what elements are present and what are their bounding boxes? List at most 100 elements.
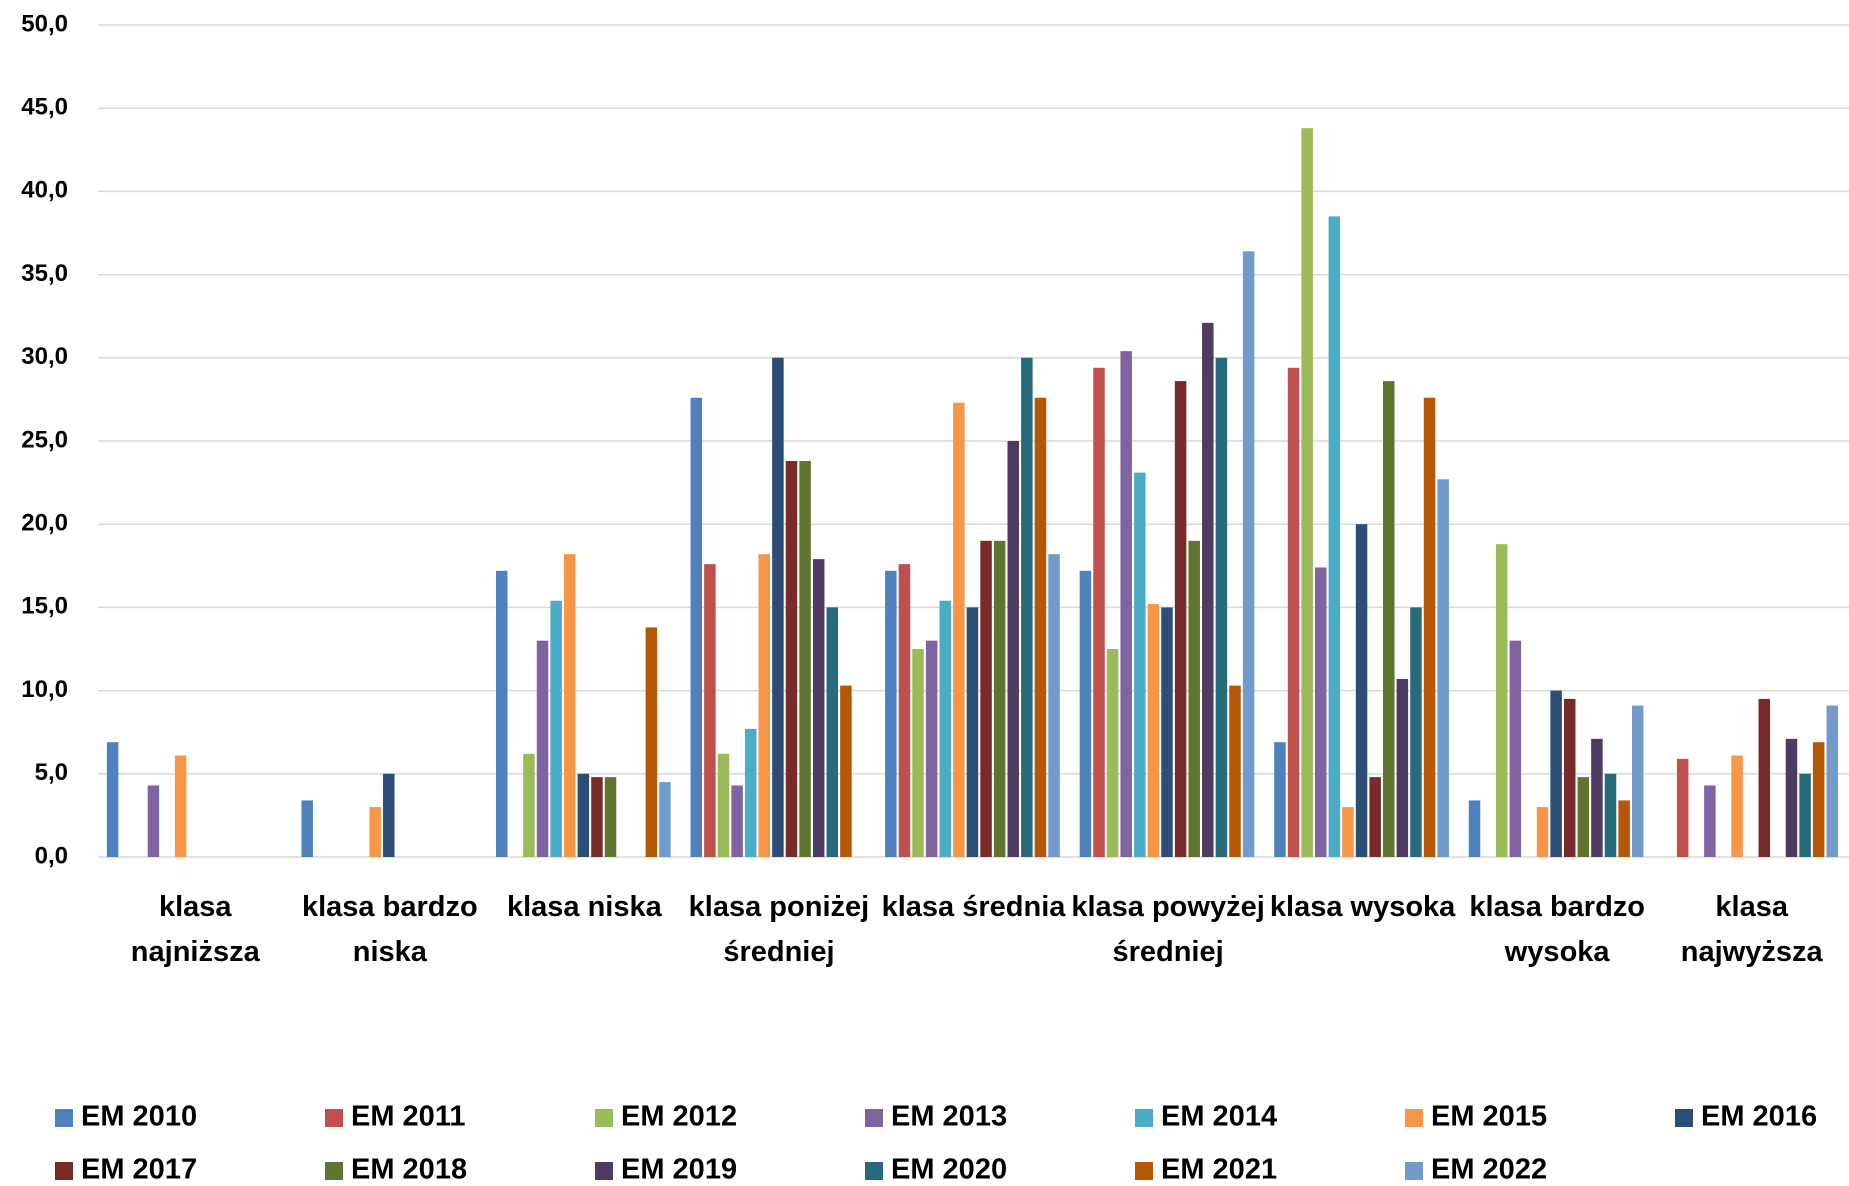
bar — [1342, 807, 1354, 857]
bar — [1080, 571, 1092, 857]
bar — [967, 607, 979, 857]
bar — [369, 807, 381, 857]
y-tick-label: 20,0 — [21, 510, 68, 537]
bar — [1021, 358, 1033, 857]
bar — [940, 601, 952, 857]
legend-label: EM 2020 — [891, 1154, 1007, 1186]
bar — [953, 403, 965, 857]
bar — [1035, 398, 1047, 857]
legend-swatch — [595, 1109, 613, 1127]
legend-label: EM 2012 — [621, 1101, 737, 1133]
bar — [107, 742, 119, 857]
y-tick-label: 25,0 — [21, 426, 68, 453]
legend-label: EM 2018 — [351, 1154, 467, 1186]
legend-label: EM 2014 — [1161, 1101, 1277, 1133]
bar — [1120, 351, 1132, 857]
bar — [496, 571, 508, 857]
bar — [1175, 381, 1187, 857]
bar — [718, 754, 730, 857]
bar — [1410, 607, 1422, 857]
bar — [1048, 554, 1060, 857]
y-tick-label: 35,0 — [21, 260, 68, 287]
y-tick-label: 45,0 — [21, 94, 68, 121]
legend-swatch — [325, 1162, 343, 1180]
legend-label: EM 2010 — [81, 1101, 197, 1133]
bar — [1424, 398, 1436, 857]
legend-label: EM 2015 — [1431, 1101, 1547, 1133]
bar — [980, 541, 992, 857]
bar — [1578, 777, 1590, 857]
bar — [591, 777, 603, 857]
bar — [1134, 473, 1146, 857]
bar — [1301, 128, 1313, 857]
y-tick-label: 40,0 — [21, 177, 68, 204]
legend-swatch — [1135, 1109, 1153, 1127]
bar — [1369, 777, 1381, 857]
legend-label: EM 2022 — [1431, 1154, 1547, 1186]
bar — [1188, 541, 1200, 857]
bar — [578, 774, 590, 857]
legend-label: EM 2019 — [621, 1154, 737, 1186]
bar — [1288, 368, 1300, 857]
legend-swatch — [1405, 1109, 1423, 1127]
bar — [1229, 686, 1241, 857]
bar — [1677, 759, 1689, 857]
y-tick-label: 0,0 — [35, 842, 68, 869]
bar — [1329, 216, 1341, 857]
bar — [786, 461, 798, 857]
legend-swatch — [55, 1162, 73, 1180]
bar — [1759, 699, 1771, 857]
bar — [383, 774, 395, 857]
bar — [1093, 368, 1105, 857]
bar — [1107, 649, 1119, 857]
bar — [1591, 739, 1603, 857]
bar — [1564, 699, 1576, 857]
legend-label: EM 2011 — [351, 1101, 465, 1133]
y-tick-label: 50,0 — [21, 10, 68, 37]
bar — [1202, 323, 1214, 857]
bar — [994, 541, 1006, 857]
bar — [772, 358, 784, 857]
bar — [1632, 706, 1644, 857]
bar — [1356, 524, 1368, 857]
bar — [646, 627, 658, 857]
bar — [1148, 604, 1160, 857]
bar — [175, 755, 187, 857]
legend-label: EM 2021 — [1161, 1154, 1277, 1186]
x-tick-label: klasa bardzo wysoka — [1459, 885, 1655, 975]
bar — [1618, 800, 1630, 857]
bar — [1216, 358, 1228, 857]
bar — [605, 777, 617, 857]
bar — [759, 554, 771, 857]
bar — [1704, 785, 1716, 857]
y-tick-label: 15,0 — [21, 593, 68, 620]
legend-label: EM 2013 — [891, 1101, 1007, 1133]
bar — [523, 754, 535, 857]
bar — [1161, 607, 1173, 857]
bar — [550, 601, 562, 857]
legend-swatch — [1135, 1162, 1153, 1180]
bar — [1397, 679, 1409, 857]
legend-swatch — [55, 1109, 73, 1127]
y-tick-label: 30,0 — [21, 343, 68, 370]
page: 0,05,010,015,020,025,030,035,040,045,050… — [0, 0, 1849, 1186]
bar — [840, 686, 852, 857]
bar — [1537, 807, 1549, 857]
bar — [1008, 441, 1020, 857]
bar — [1437, 479, 1449, 857]
bar — [1469, 800, 1481, 857]
legend-label: EM 2016 — [1701, 1101, 1817, 1133]
bar — [564, 554, 576, 857]
y-tick-label: 5,0 — [35, 759, 68, 786]
bar — [926, 641, 938, 857]
bar — [813, 559, 825, 857]
bar — [1243, 251, 1255, 857]
bar — [1827, 706, 1839, 857]
x-tick-label: klasa wysoka — [1265, 885, 1461, 930]
x-tick-label: klasa najwyższa — [1654, 885, 1849, 975]
bar — [1605, 774, 1617, 857]
x-tick-label: klasa poniżej średniej — [681, 885, 877, 975]
bar — [1274, 742, 1286, 857]
legend-swatch — [1405, 1162, 1423, 1180]
bar — [885, 571, 897, 857]
